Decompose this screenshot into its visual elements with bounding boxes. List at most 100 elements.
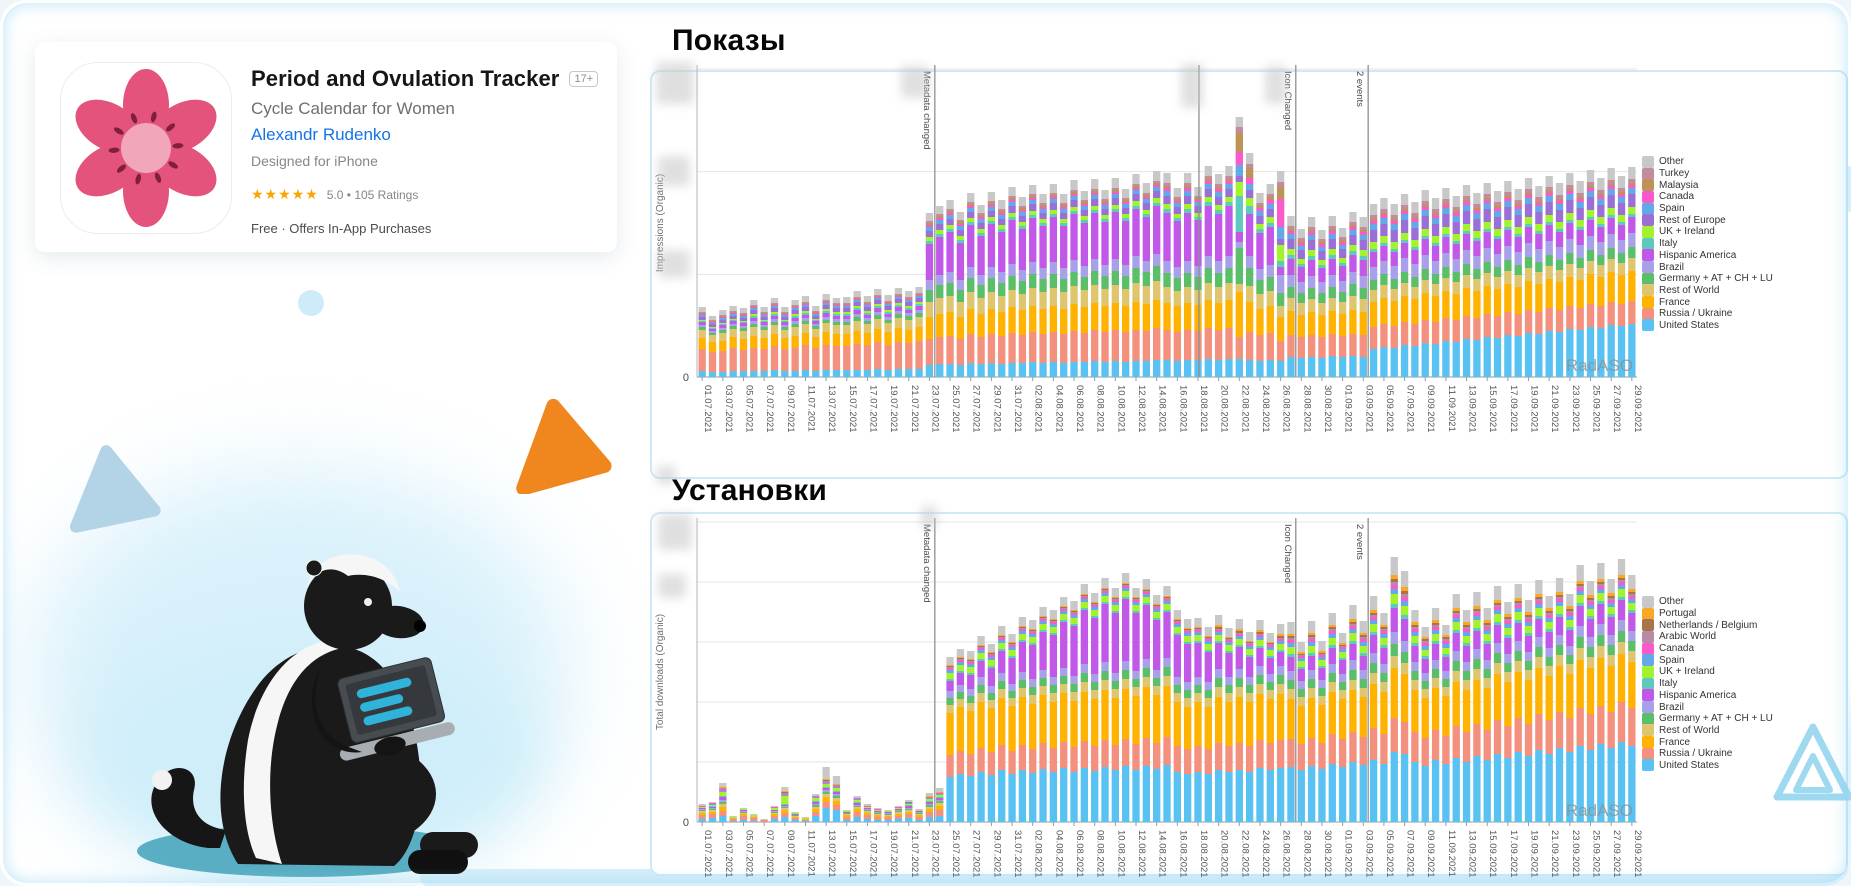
installs-chart[interactable]: Total downloads (Organic) 0 01.07.2021 03.0… [640,510,1844,886]
legend-label: Spain [1659,203,1685,215]
legend-label: Turkey [1659,168,1690,180]
x-tick-label: 06.08.2021 [1074,830,1085,878]
x-tick-label: 04.08.2021 [1053,830,1064,878]
legend-item[interactable]: Malaysia [1642,179,1847,192]
legend-item[interactable]: Spain [1642,654,1847,667]
x-tick-label: 07.09.2021 [1405,830,1416,878]
legend-swatch [1642,249,1654,262]
x-tick-label: 16.08.2021 [1177,830,1188,878]
legend-item[interactable]: Other [1642,155,1847,168]
x-tick-label: 05.07.2021 [744,830,755,878]
badger-tail [151,768,226,848]
developer-link[interactable]: Alexandr Rudenko [251,125,391,144]
impressions-chart[interactable]: Impressions (Organic) 0 01.07.2021 03.07.20… [640,55,1844,457]
legend-item[interactable]: Canada [1642,642,1847,655]
legend-item[interactable]: Turkey [1642,167,1847,180]
legend-item[interactable]: Rest of World [1642,724,1847,737]
small-blue-dot [298,290,324,316]
event-label: Icon Changed [1282,71,1293,130]
x-tick-label: 29.09.2021 [1632,385,1643,433]
legend-label: Rest of Europe [1659,214,1726,226]
x-tick-label: 08.08.2021 [1095,385,1106,433]
x-tick-label: 23.07.2021 [929,830,940,878]
x-tick-label: 28.08.2021 [1301,830,1312,878]
legend-item[interactable]: Russia / Ukraine [1642,307,1847,320]
x-tick-label: 26.08.2021 [1281,830,1292,878]
price-line: Free · Offers In-App Purchases [251,221,432,236]
x-tick-label: 19.09.2021 [1529,385,1540,433]
badger-foot-2 [408,850,468,874]
badger-eye [364,598,372,606]
legend-swatch [1642,712,1654,725]
legend-item[interactable]: Italy [1642,237,1847,250]
legend-item[interactable]: Italy [1642,677,1847,690]
x-tick-label: 03.07.2021 [723,830,734,878]
legend-item[interactable]: France [1642,736,1847,749]
x-tick-label: 25.07.2021 [950,385,961,433]
blue-triangle-decor [69,445,161,533]
legend-swatch [1642,607,1654,620]
legend-label: Brazil [1659,701,1685,713]
x-tick-label: 11.07.2021 [806,830,817,877]
legend-item[interactable]: Spain [1642,202,1847,215]
x-tick-label: 02.08.2021 [1033,385,1044,433]
legend-item[interactable]: Rest of World [1642,284,1847,297]
legend-swatch [1642,736,1654,749]
legend-item[interactable]: Germany + AT + CH + LU [1642,272,1847,285]
legend-item[interactable]: Arabic World [1642,630,1847,643]
flower-icon [75,69,217,227]
x-tick-label: 21.09.2021 [1549,385,1560,433]
x-tick-label: 07.09.2021 [1405,385,1416,433]
y-axis-label: Impressions (Organic) [655,174,666,272]
legend-item[interactable]: United States [1642,759,1847,772]
legend-item[interactable]: Other [1642,595,1847,608]
legend-label: UK + Ireland [1659,226,1715,238]
x-tick-label: 19.07.2021 [888,830,899,878]
legend-item[interactable]: Brazil [1642,701,1847,714]
legend-item[interactable]: Russia / Ukraine [1642,747,1847,760]
legend-swatch [1642,307,1654,320]
legend-item[interactable]: UK + Ireland [1642,225,1847,238]
x-tick-label: 11.09.2021 [1446,830,1457,877]
legend-item[interactable]: Rest of Europe [1642,214,1847,227]
legend-label: Germany + AT + CH + LU [1659,273,1773,285]
x-tick-label: 24.08.2021 [1260,830,1271,878]
legend-swatch [1642,155,1654,168]
legend-label: France [1659,296,1691,308]
legend-swatch [1642,284,1654,297]
x-tick-label: 15.07.2021 [847,385,858,433]
legend-item[interactable]: France [1642,296,1847,309]
x-tick-label: 13.07.2021 [826,385,837,433]
legend-item[interactable]: UK + Ireland [1642,665,1847,678]
x-tick-label: 31.07.2021 [1012,830,1023,878]
legend-item[interactable]: Hispanic America [1642,249,1847,262]
legend-item[interactable]: Germany + AT + CH + LU [1642,712,1847,725]
event-label: 2 events [1354,524,1365,560]
x-tick-label: 09.09.2021 [1425,385,1436,433]
legend-item[interactable]: Netherlands / Belgium [1642,619,1847,632]
legend-item[interactable]: Canada [1642,190,1847,203]
legend-item[interactable]: Brazil [1642,261,1847,274]
x-tick-label: 13.07.2021 [826,830,837,878]
x-tick-label: 10.08.2021 [1115,830,1126,878]
x-tick-label: 22.08.2021 [1239,385,1250,433]
legend-item[interactable]: Hispanic America [1642,689,1847,702]
x-tick-label: 07.07.2021 [764,830,775,878]
watermark: RadASO [1566,356,1633,375]
x-tick-label: 05.07.2021 [744,385,755,433]
legend-label: Canada [1659,643,1695,655]
x-tick-label: 20.08.2021 [1219,385,1230,433]
y-zero-label: 0 [683,372,689,384]
legend-label: Brazil [1659,261,1685,273]
legend-label: Germany + AT + CH + LU [1659,713,1773,725]
x-tick-label: 01.09.2021 [1343,830,1354,878]
legend-item[interactable]: United States [1642,319,1847,332]
legend-label: Italy [1659,238,1678,250]
legend-item[interactable]: Portugal [1642,607,1847,620]
legend-swatch [1642,179,1654,192]
legend-label: Arabic World [1659,631,1717,643]
x-tick-label: 16.08.2021 [1177,385,1188,433]
x-tick-label: 24.08.2021 [1260,385,1271,433]
badger-nose [414,620,426,632]
